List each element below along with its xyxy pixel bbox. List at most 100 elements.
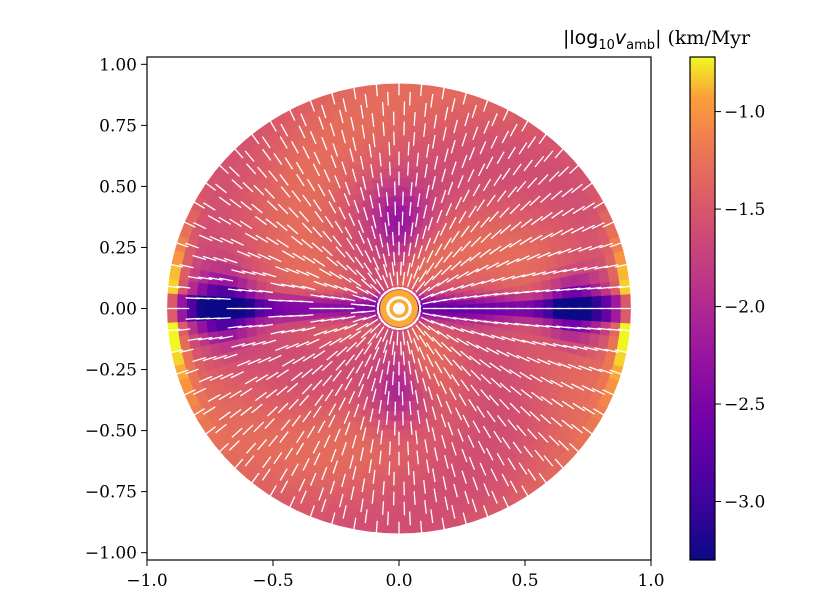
heatmap-cell xyxy=(411,102,428,114)
y-tick-label: 0.00 xyxy=(99,300,137,320)
heatmap-cell xyxy=(411,493,426,505)
heatmap-cell xyxy=(392,223,400,235)
heatmap-cell xyxy=(398,476,412,487)
vector-arrow xyxy=(387,511,389,526)
heatmap-cell xyxy=(321,298,333,305)
heatmap-cell xyxy=(398,130,412,141)
heatmap-cell xyxy=(398,102,414,113)
heatmap-cell xyxy=(411,112,426,124)
heatmap-cell xyxy=(523,291,535,301)
heatmap-cell xyxy=(427,519,445,532)
heatmap-cell xyxy=(282,308,294,317)
heatmap-cell xyxy=(580,319,593,334)
vector-arrow xyxy=(396,271,399,286)
heatmap-cell xyxy=(561,286,573,299)
heatmap-cell xyxy=(168,336,182,353)
x-tick-label: 0.5 xyxy=(511,571,538,591)
heatmap-cell xyxy=(552,308,564,320)
heatmap-cell xyxy=(610,308,622,323)
heatmap-cell xyxy=(398,167,409,179)
colorbar-ticks: −1.0 −1.5 −2.0 −2.5 −3.0 xyxy=(715,103,765,513)
vector-arrow xyxy=(185,317,200,320)
heatmap-cell xyxy=(215,319,227,333)
vector-arrow xyxy=(388,161,391,176)
heatmap-cell xyxy=(205,319,218,334)
heatmap-cell xyxy=(475,313,487,320)
heatmap-cell xyxy=(562,297,574,309)
y-tick-label: 0.25 xyxy=(99,238,137,258)
x-tick-label: 0.0 xyxy=(385,571,412,591)
heatmap-cell xyxy=(292,301,303,309)
heatmap-cell xyxy=(386,391,394,403)
vector-arrow xyxy=(407,141,410,156)
heatmap-cell xyxy=(321,303,332,309)
vector-arrow xyxy=(388,141,391,156)
heatmap-cell xyxy=(398,513,414,525)
vector-arrow xyxy=(381,501,385,515)
heatmap-cell xyxy=(386,130,400,141)
heatmap-cell xyxy=(620,293,631,309)
heatmap-cell xyxy=(186,281,199,296)
heatmap-cell xyxy=(485,302,496,309)
y-tick-label: −0.75 xyxy=(85,483,137,503)
heatmap-cell xyxy=(411,503,428,515)
heatmap-cell xyxy=(360,305,371,309)
heatmap-cell xyxy=(375,465,389,477)
heatmap-cell xyxy=(410,121,425,133)
heatmap-cell xyxy=(591,295,603,309)
heatmap-cell xyxy=(373,121,388,133)
heatmap-cell xyxy=(404,205,414,217)
heatmap-cell xyxy=(494,314,506,323)
heatmap-cell xyxy=(302,302,313,309)
heatmap-cell xyxy=(372,112,387,124)
colorbar-gradient xyxy=(690,57,715,560)
vector-arrow xyxy=(409,91,411,106)
heatmap-cell xyxy=(374,475,388,487)
vector-arrow xyxy=(400,261,402,276)
heatmap-cell xyxy=(572,308,583,321)
y-axis-ticks: 1.00 0.75 0.50 0.25 0.00 −0.25 −0.50 −0.75 −1.00 xyxy=(85,55,147,564)
heatmap-cell xyxy=(410,130,424,142)
heatmap-cell xyxy=(543,298,554,309)
heatmap-cell xyxy=(580,283,593,298)
heatmap-cell xyxy=(176,308,188,323)
heatmap-cell xyxy=(392,382,400,394)
heatmap-cell xyxy=(384,504,400,515)
heatmap-cell xyxy=(590,320,602,335)
heatmap-cell xyxy=(398,438,409,450)
colorbar-tick-label: −1.0 xyxy=(724,103,765,123)
heatmap-cell xyxy=(514,308,525,317)
heatmap-cell xyxy=(427,85,445,98)
heatmap-cell xyxy=(374,130,388,142)
heatmap-cell xyxy=(495,308,506,316)
vector-arrow xyxy=(387,91,389,106)
vector-arrow xyxy=(388,461,391,476)
heatmap-cell xyxy=(384,400,394,412)
heatmap-cell xyxy=(590,282,602,297)
heatmap-cell xyxy=(392,392,400,403)
heatmap-cell xyxy=(571,319,583,333)
heatmap-cell xyxy=(186,294,197,309)
heatmap-cell xyxy=(398,177,409,188)
heatmap-cell xyxy=(381,177,392,189)
heatmap-cell xyxy=(404,214,412,226)
colorbar-tick-label: −1.5 xyxy=(724,200,765,220)
heatmap-cell xyxy=(398,120,412,132)
heatmap-cell xyxy=(484,313,496,322)
heatmap-cell xyxy=(386,485,400,497)
heatmap-cell xyxy=(475,302,487,309)
y-tick-label: 0.50 xyxy=(99,177,137,197)
colorbar-tick-label: −2.5 xyxy=(724,395,765,415)
heatmap-cell xyxy=(253,298,265,309)
x-tick-label: −1.0 xyxy=(126,571,167,591)
heatmap-cell xyxy=(531,325,544,337)
heatmap-cell xyxy=(383,523,400,534)
heatmap-cell xyxy=(395,345,400,356)
heatmap-cell xyxy=(205,283,218,298)
heatmap-cell xyxy=(533,298,545,309)
vector-arrow xyxy=(388,441,391,456)
heatmap-cell xyxy=(398,523,415,534)
heatmap-cell xyxy=(485,308,496,315)
heatmap-cell xyxy=(389,167,400,179)
heatmap-cell xyxy=(410,475,424,487)
